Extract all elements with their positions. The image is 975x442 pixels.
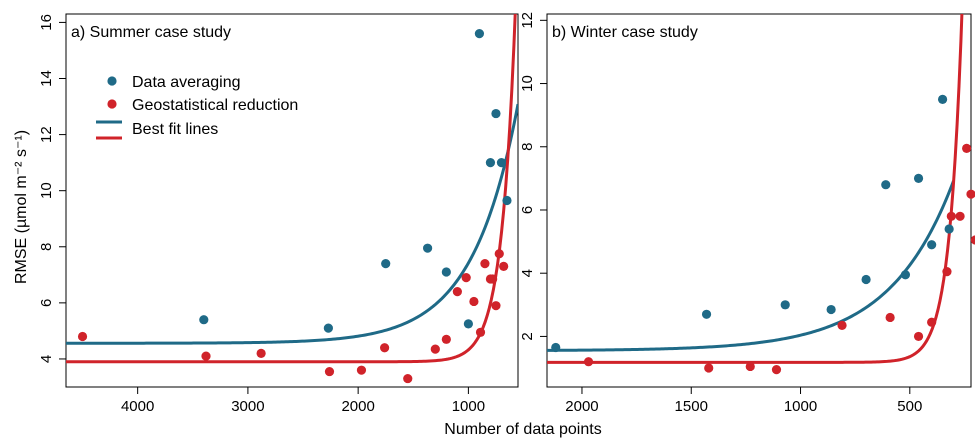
y-tick-label: 8 — [519, 143, 536, 151]
point-geostat — [430, 344, 440, 354]
x-tick-label: 1000 — [452, 398, 485, 415]
point-geostat — [583, 357, 594, 367]
plot-frame — [65, 13, 519, 388]
fit-line-averaging — [547, 180, 955, 352]
point-averaging — [491, 108, 501, 119]
point-averaging — [826, 304, 836, 315]
legend-label-geostat: Geostatistical reduction — [132, 97, 298, 114]
point-geostat — [380, 343, 390, 353]
point-geostat — [962, 143, 972, 153]
point-geostat — [256, 348, 266, 358]
y-tick-label: 8 — [38, 243, 55, 251]
y-tick-label: 16 — [38, 14, 55, 31]
plot-frame — [546, 13, 972, 388]
y-tick-label: 6 — [519, 206, 536, 214]
point-geostat — [201, 351, 211, 361]
y-tick-label: 10 — [38, 182, 55, 199]
point-averaging — [937, 94, 948, 104]
x-tick-label: 2000 — [341, 398, 374, 415]
x-tick-label: 4000 — [121, 398, 154, 415]
point-geostat — [499, 261, 509, 272]
point-geostat — [745, 361, 755, 372]
legend-marker-averaging — [107, 76, 117, 86]
point-geostat — [966, 189, 975, 199]
point-averaging — [463, 319, 473, 329]
y-axis-label: RMSE (µmol m⁻² s⁻¹) — [13, 130, 30, 284]
y-tick-label: 12 — [38, 126, 55, 143]
point-averaging — [485, 158, 496, 168]
point-geostat — [324, 366, 335, 377]
point-geostat — [927, 317, 937, 327]
fit-line-averaging — [66, 103, 518, 345]
y-tick-label: 4 — [519, 269, 536, 277]
point-geostat — [441, 334, 451, 344]
point-geostat — [955, 211, 965, 221]
point-geostat — [946, 211, 956, 221]
point-averaging — [199, 315, 209, 325]
point-averaging — [861, 274, 871, 285]
panel-title: a) Summer case study — [71, 24, 231, 41]
point-geostat — [494, 249, 504, 259]
point-geostat — [913, 331, 924, 342]
x-tick-label: 500 — [897, 398, 922, 415]
point-averaging — [913, 173, 924, 183]
point-averaging — [881, 180, 891, 190]
point-geostat — [837, 320, 847, 330]
point-geostat — [942, 267, 952, 277]
y-tick-label: 10 — [519, 75, 536, 92]
point-geostat — [970, 235, 975, 245]
legend-label-averaging: Data averaging — [132, 74, 241, 91]
panel-winter: 2000 1500 1000 500 2 4 6 8 10 12 b) Winter case st… — [519, 12, 975, 415]
point-geostat — [77, 331, 88, 342]
point-averaging — [381, 259, 391, 269]
x-tick-label: 2000 — [565, 398, 598, 415]
point-averaging — [701, 309, 712, 319]
fit-line-geostat — [547, 14, 964, 364]
point-geostat — [885, 312, 895, 323]
point-averaging — [323, 323, 333, 333]
point-geostat — [475, 327, 486, 337]
legend: Data averaging Geostatistical reduction … — [96, 74, 298, 140]
x-tick-label: 3000 — [231, 398, 264, 415]
legend-marker-geostat — [107, 99, 117, 109]
point-averaging — [944, 224, 954, 234]
point-geostat — [403, 373, 413, 384]
point-geostat — [488, 274, 498, 284]
y-tick-label: 12 — [519, 12, 536, 29]
point-geostat — [469, 296, 479, 307]
point-averaging — [441, 267, 451, 277]
y-tick-label: 6 — [38, 299, 55, 307]
panel-title: b) Winter case study — [552, 24, 698, 41]
point-averaging — [551, 342, 561, 353]
point-averaging — [927, 240, 937, 250]
point-averaging — [900, 270, 911, 280]
point-geostat — [452, 287, 462, 297]
point-geostat — [356, 365, 367, 375]
x-tick-label: 1000 — [784, 398, 817, 415]
fit-line-geostat — [66, 14, 517, 364]
point-geostat — [491, 301, 501, 311]
y-tick-label: 4 — [38, 355, 55, 363]
point-averaging — [502, 195, 512, 206]
point-averaging — [474, 29, 485, 39]
point-geostat — [461, 273, 471, 283]
point-averaging — [423, 243, 433, 253]
x-tick-label: 1500 — [675, 398, 708, 415]
point-averaging — [496, 158, 507, 168]
point-geostat — [771, 365, 782, 375]
point-geostat — [704, 363, 714, 373]
panel-summer: 4000 3000 2000 1000 4 6 8 10 12 14 16 a) Summer cas… — [38, 13, 519, 415]
legend-label-fit: Best fit lines — [132, 121, 218, 138]
point-averaging — [780, 300, 790, 310]
x-axis-label-left: Number of data points — [444, 421, 601, 438]
point-geostat — [480, 259, 490, 269]
y-tick-label: 2 — [519, 332, 536, 340]
y-tick-label: 14 — [38, 70, 55, 87]
